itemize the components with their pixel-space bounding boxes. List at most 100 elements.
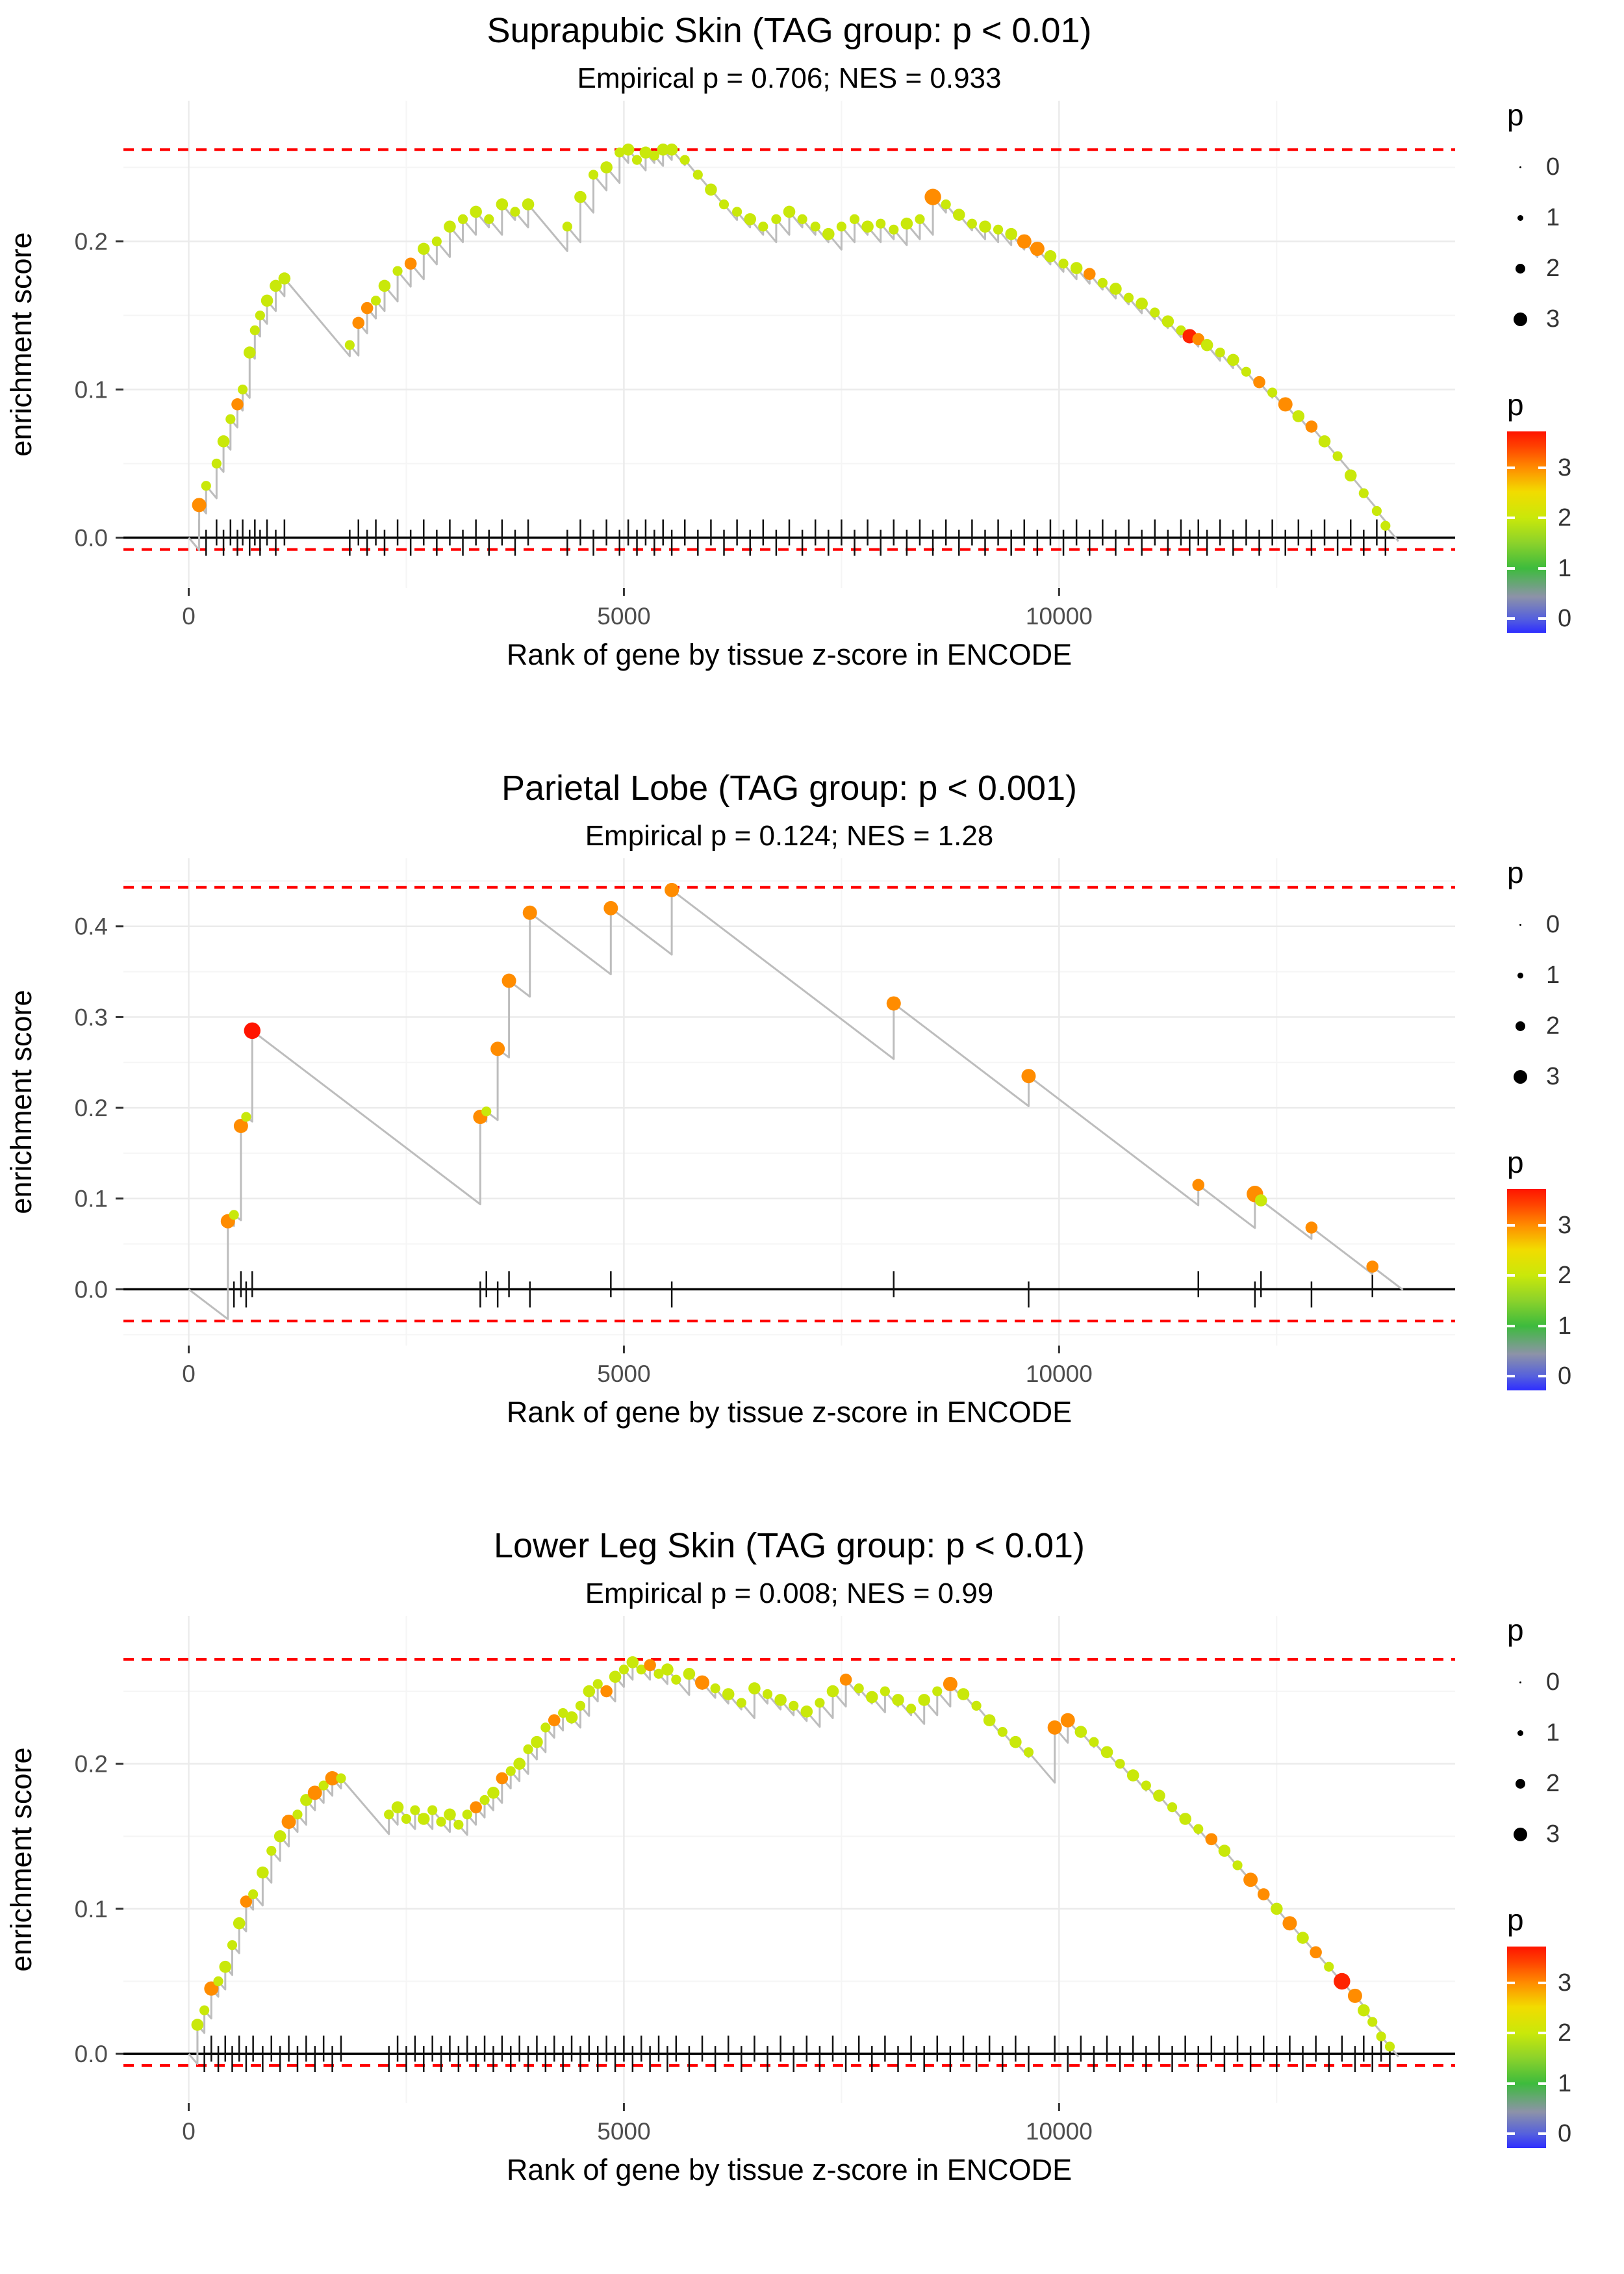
gene-hit-point bbox=[615, 147, 625, 158]
gene-hit-point bbox=[941, 199, 951, 210]
gene-hit-point bbox=[661, 1663, 674, 1676]
gene-hit-point bbox=[705, 183, 717, 196]
gene-hit-point bbox=[722, 1688, 735, 1700]
gene-hit-point bbox=[876, 218, 886, 229]
gene-hit-point bbox=[915, 214, 925, 224]
x-axis-title: Rank of gene by tissue z-score in ENCODE bbox=[507, 1396, 1072, 1429]
x-tick-label: 5000 bbox=[597, 1361, 650, 1387]
colorbar-tick bbox=[1507, 2032, 1515, 2035]
y-tick-label: 0.4 bbox=[75, 913, 108, 940]
color-legend-label: 1 bbox=[1558, 2069, 1572, 2097]
gene-hit-point bbox=[810, 222, 820, 232]
y-tick-label: 0.3 bbox=[75, 1004, 108, 1030]
color-legend: p 3 2 1 0 bbox=[1507, 1902, 1624, 2148]
gene-hit-point bbox=[600, 1685, 613, 1698]
colorbar-tick bbox=[1507, 1223, 1515, 1227]
gene-hit-point bbox=[1161, 315, 1174, 327]
color-legend-title: p bbox=[1507, 388, 1524, 422]
legend-dot-icon bbox=[1507, 1069, 1533, 1084]
plot-background bbox=[123, 101, 1455, 588]
color-legend-label: 3 bbox=[1558, 454, 1572, 481]
gene-hit-point bbox=[1227, 353, 1239, 366]
x-axis-title: Rank of gene by tissue z-score in ENCODE bbox=[507, 638, 1072, 671]
gene-hit-point bbox=[540, 1722, 551, 1733]
gene-hit-point bbox=[352, 316, 365, 329]
colorbar-tick bbox=[1507, 2082, 1515, 2085]
color-gradient-bar bbox=[1507, 1947, 1546, 2148]
gene-hit-point bbox=[1232, 1860, 1243, 1871]
gene-hit-point bbox=[225, 414, 236, 424]
gene-hit-point bbox=[1278, 397, 1293, 412]
gene-hit-point bbox=[1257, 1888, 1270, 1900]
gene-hit-point bbox=[732, 207, 742, 217]
gene-hit-point bbox=[378, 279, 391, 292]
gene-hit-point bbox=[710, 1683, 720, 1694]
gene-hit-point bbox=[1367, 2017, 1378, 2027]
color-legend-label: 2 bbox=[1558, 1262, 1572, 1290]
gene-hit-point bbox=[248, 1889, 259, 1900]
gene-hit-point bbox=[219, 1960, 232, 1973]
size-legend-label: 1 bbox=[1546, 961, 1560, 989]
gene-hit-point bbox=[1324, 1961, 1334, 1972]
gene-hit-point bbox=[736, 1698, 746, 1708]
size-legend-item: 1 bbox=[1507, 1707, 1624, 1758]
size-legend-item: 0 bbox=[1507, 1657, 1624, 1707]
gene-hit-point bbox=[575, 1700, 586, 1711]
gene-hit-point bbox=[217, 435, 230, 448]
size-legend-item: 1 bbox=[1507, 192, 1624, 243]
gene-hit-point bbox=[762, 1689, 773, 1700]
gene-hit-point bbox=[231, 398, 244, 411]
gene-hit-point bbox=[470, 1801, 482, 1813]
color-legend-label: 1 bbox=[1558, 1312, 1572, 1340]
gene-hit-point bbox=[997, 1726, 1008, 1737]
size-legend-item: 3 bbox=[1507, 1051, 1624, 1102]
gene-hit-point bbox=[1192, 1179, 1205, 1192]
panel-title: Suprapubic Skin (TAG group: p < 0.01) bbox=[487, 11, 1092, 50]
gene-hit-point bbox=[487, 1787, 500, 1799]
y-axis-title: enrichment score bbox=[5, 990, 38, 1214]
gene-hit-point bbox=[1305, 420, 1318, 433]
x-tick-label: 5000 bbox=[597, 2118, 650, 2145]
color-legend-label: 0 bbox=[1558, 1362, 1572, 1390]
gene-hit-point bbox=[1318, 435, 1331, 448]
gene-hit-point bbox=[255, 310, 265, 321]
gene-hit-point bbox=[979, 220, 991, 233]
colorbar-area: 3 2 1 0 bbox=[1507, 1947, 1624, 2148]
gene-hit-point bbox=[971, 1700, 982, 1711]
gene-hit-point bbox=[1115, 1759, 1125, 1769]
gene-hit-point bbox=[484, 214, 494, 224]
gene-hit-point bbox=[240, 1895, 253, 1908]
color-legend-label: 0 bbox=[1558, 605, 1572, 633]
gene-hit-point bbox=[815, 1698, 825, 1708]
y-tick-label: 0.2 bbox=[75, 1095, 108, 1121]
colorbar-tick bbox=[1538, 617, 1546, 620]
gene-hit-point bbox=[237, 384, 248, 395]
colorbar-tick bbox=[1507, 617, 1515, 620]
gene-hit-point bbox=[1267, 387, 1278, 398]
legend-dot-icon bbox=[1507, 263, 1533, 274]
colorbar-tick bbox=[1507, 1375, 1515, 1378]
gene-hit-point bbox=[744, 213, 757, 225]
gene-hit-point bbox=[892, 1694, 904, 1706]
gene-hit-point bbox=[199, 2005, 210, 2015]
gene-hit-point bbox=[417, 1813, 430, 1825]
gene-hit-point bbox=[1282, 1916, 1297, 1931]
gene-hit-point bbox=[436, 1817, 446, 1827]
legend-dot-icon bbox=[1507, 312, 1533, 326]
gene-hit-point bbox=[574, 190, 587, 203]
size-legend-label: 1 bbox=[1546, 1718, 1560, 1746]
gene-hit-point bbox=[292, 1809, 303, 1820]
gene-hit-point bbox=[906, 1704, 917, 1714]
gene-hit-point bbox=[622, 143, 635, 156]
gene-hit-point bbox=[849, 214, 860, 224]
color-legend-label: 2 bbox=[1558, 2019, 1572, 2047]
gene-hit-point bbox=[918, 1694, 930, 1706]
gene-hit-point bbox=[453, 1819, 464, 1830]
panel-title: Lower Leg Skin (TAG group: p < 0.01) bbox=[494, 1526, 1085, 1565]
gene-hit-point bbox=[562, 222, 572, 232]
gene-hit-point bbox=[427, 1805, 438, 1815]
gene-hit-point bbox=[243, 346, 256, 359]
gene-hit-point bbox=[822, 227, 835, 240]
color-legend-label: 3 bbox=[1558, 1969, 1572, 1997]
